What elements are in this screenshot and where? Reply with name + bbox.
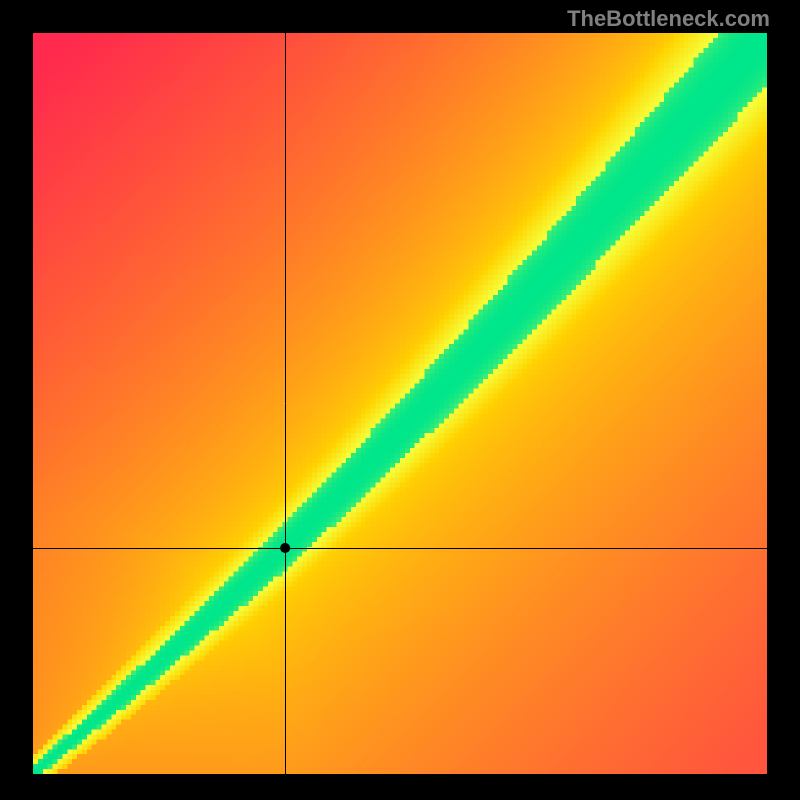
watermark-text: TheBottleneck.com	[567, 6, 770, 32]
crosshair-overlay	[33, 33, 767, 774]
heatmap-plot-area	[33, 33, 767, 774]
